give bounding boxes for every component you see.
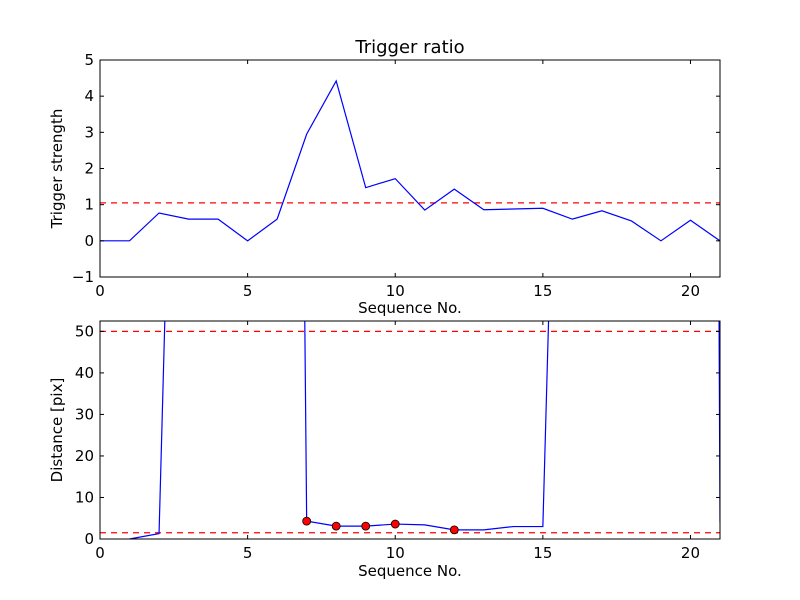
x-tick-label: 15 (533, 544, 552, 562)
axes-frame (99, 320, 721, 540)
x-tick-label: 10 (386, 544, 405, 562)
x-tick-label: 5 (243, 544, 253, 562)
series-line (129, 321, 720, 539)
y-tick-label: 4 (84, 87, 94, 105)
y-axis-label: Trigger strength (48, 109, 66, 230)
data-point-marker (302, 516, 312, 526)
y-tick-label: 3 (84, 123, 94, 141)
data-point-marker (449, 525, 459, 535)
chart-title: Trigger ratio (354, 37, 464, 58)
x-axis-label: Sequence No. (358, 562, 462, 580)
x-axis-label: Sequence No. (358, 299, 462, 317)
y-tick-label: 30 (75, 405, 94, 423)
y-tick-label: 20 (75, 447, 94, 465)
y-tick-label: 0 (84, 530, 94, 548)
series-line (100, 79, 720, 242)
y-tick-label: 0 (84, 232, 94, 250)
data-point-marker (390, 519, 400, 529)
y-tick-label: 5 (84, 51, 94, 69)
x-tick-label: 20 (681, 544, 700, 562)
distance-plot: 0 5 10 15 20 0 10 20 30 40 50 Sequence No. Distanc… (48, 320, 721, 580)
x-tick-label: 15 (533, 282, 552, 300)
x-tick-label: 0 (95, 544, 105, 562)
y-tick-label: 40 (75, 364, 94, 382)
y-tick-label: −1 (72, 268, 94, 286)
y-tick-label: 2 (84, 160, 94, 178)
y-tick-label: 50 (75, 322, 94, 340)
y-tick-label: 1 (84, 196, 94, 214)
y-tick-label: 10 (75, 488, 94, 506)
x-tick-label: 10 (386, 282, 405, 300)
data-point-marker (361, 521, 371, 531)
x-tick-label: 0 (95, 282, 105, 300)
x-tick-label: 20 (681, 282, 700, 300)
data-point-marker (331, 521, 341, 531)
y-axis-label: Distance [pix] (48, 378, 66, 483)
x-tick-label: 5 (243, 282, 253, 300)
